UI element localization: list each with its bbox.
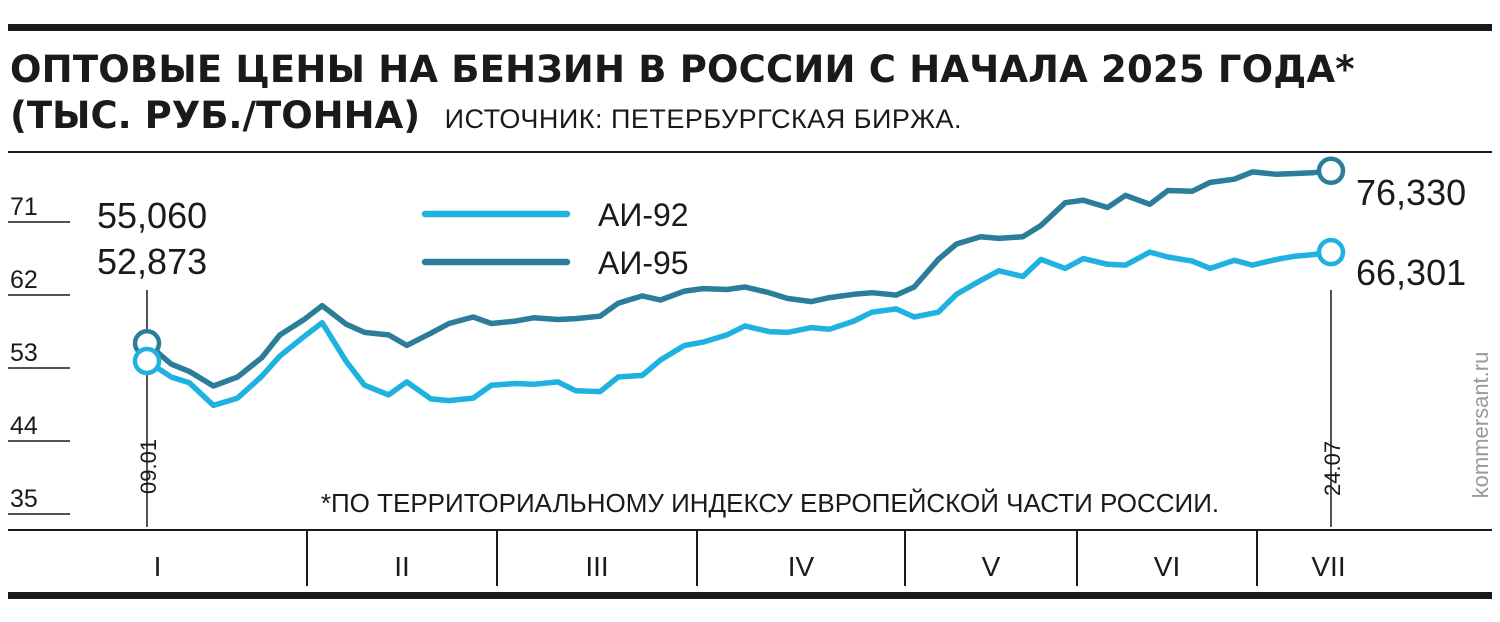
ai92-end-marker (1316, 237, 1346, 267)
month-label: VI (1154, 551, 1180, 582)
month-label: III (585, 551, 608, 582)
month-label: VII (1311, 551, 1345, 582)
ai92-line (144, 249, 1334, 409)
month-axis: I II III IV V VI VII (8, 529, 1492, 586)
series-lines (132, 156, 1346, 409)
y-tick-label: 44 (10, 412, 38, 440)
y-tick-label: 62 (10, 266, 38, 294)
ai92-start-value: 52,873 (97, 241, 207, 282)
month-label: II (394, 551, 410, 582)
ai95-line (144, 168, 1334, 389)
value-labels: 55,060 52,873 76,330 66,301 (97, 172, 1466, 293)
start-date-label: 09.01 (136, 439, 161, 494)
legend: АИ-92 АИ-95 (421, 197, 689, 281)
y-tick-label: 35 (10, 485, 38, 513)
end-date-label: 24.07 (1320, 441, 1345, 496)
chart-title: ОПТОВЫЕ ЦЕНЫ НА БЕНЗИН В РОССИИ С НАЧАЛА… (10, 48, 1355, 91)
source-label: ИСТОЧНИК: ПЕТЕРБУРГСКАЯ БИРЖА. (444, 104, 963, 134)
units-label: (ТЫС. РУБ./ТОННА) (10, 94, 421, 137)
subtitle-row: (ТЫС. РУБ./ТОННА) ИСТОЧНИК: ПЕТЕРБУРГСКА… (10, 94, 962, 138)
header-rule (8, 151, 1492, 153)
y-tick-label: 53 (10, 339, 38, 367)
ai92-legend-label: АИ-92 (598, 197, 689, 233)
ai95-legend-label: АИ-95 (598, 245, 689, 281)
month-label: IV (788, 551, 815, 582)
ai95-end-value: 76,330 (1356, 172, 1466, 213)
ai92-end-value: 66,301 (1356, 252, 1466, 293)
footnote: *ПО ТЕРРИТОРИАЛЬНОМУ ИНДЕКСУ ЕВРОПЕЙСКОЙ… (321, 488, 1219, 518)
bottom-rule (8, 592, 1492, 599)
y-axis: 35 44 53 62 71 (8, 193, 70, 515)
top-rule (8, 24, 1492, 31)
ai95-start-value: 55,060 (97, 195, 207, 236)
ai92-start-marker (132, 346, 162, 376)
y-tick-label: 71 (10, 193, 38, 221)
month-label: I (154, 551, 162, 582)
ai95-end-marker (1316, 156, 1346, 186)
credit-label: kommersant.ru (1468, 351, 1493, 499)
month-label: V (982, 551, 1001, 582)
